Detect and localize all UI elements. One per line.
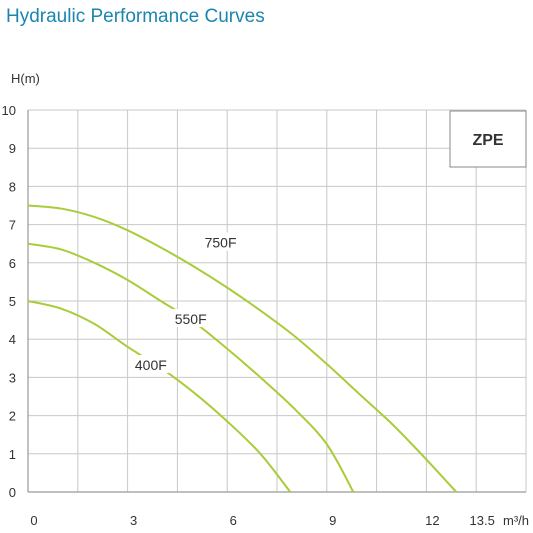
x-tick-label: 3 bbox=[130, 513, 137, 528]
curve-400F bbox=[27, 300, 292, 493]
x-tick-label: 6 bbox=[230, 513, 237, 528]
y-tick-label: 3 bbox=[9, 370, 16, 385]
y-tick-label: 7 bbox=[9, 218, 16, 233]
y-axis-label: H(m) bbox=[11, 71, 40, 86]
y-tick-label: 5 bbox=[9, 294, 16, 309]
y-tick-label: 10 bbox=[2, 103, 16, 118]
x-tick-label: 9 bbox=[329, 513, 336, 528]
y-tick-label: 2 bbox=[9, 409, 16, 424]
y-tick-label: 1 bbox=[9, 447, 16, 462]
curve-label-750F: 750F bbox=[205, 235, 237, 251]
grid bbox=[27, 109, 527, 493]
curve-label-bg bbox=[170, 309, 211, 328]
chart-title: Hydraulic Performance Curves bbox=[6, 6, 265, 27]
curve-550F bbox=[27, 242, 355, 493]
curve-label-bg bbox=[130, 354, 171, 373]
model-box bbox=[449, 110, 527, 168]
curve-label-550F: 550F bbox=[175, 311, 207, 327]
x-tick-label: 13.5 bbox=[470, 513, 495, 528]
y-tick-label: 8 bbox=[9, 179, 16, 194]
y-tick-label: 4 bbox=[9, 332, 16, 347]
y-tick-label: 9 bbox=[9, 141, 16, 156]
x-tick-label: 0 bbox=[30, 513, 37, 528]
y-tick-label: 6 bbox=[9, 256, 16, 271]
curve-750F bbox=[27, 204, 458, 493]
y-tick-label: 0 bbox=[9, 485, 16, 500]
curve-label-400F: 400F bbox=[135, 357, 167, 373]
curves: 750F 550F 400F bbox=[27, 204, 458, 493]
model-label: ZPE bbox=[472, 132, 503, 149]
x-axis-label: m³/h bbox=[503, 513, 529, 528]
curve-label-bg bbox=[200, 232, 241, 251]
x-tick-label: 12 bbox=[425, 513, 439, 528]
